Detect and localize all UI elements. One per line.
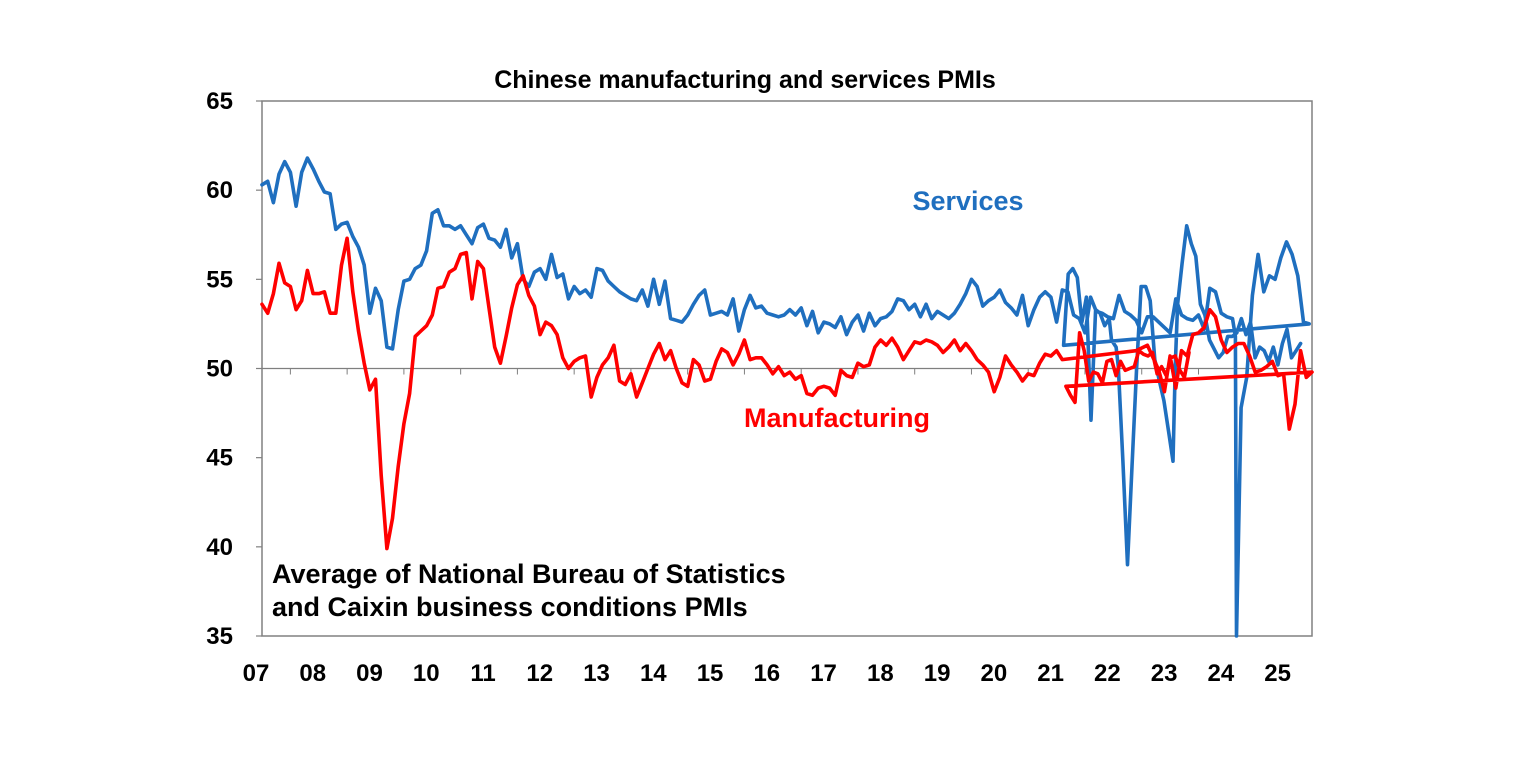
y-tick-label: 55 bbox=[206, 266, 233, 293]
chart-annotation-line-1: Average of National Bureau of Statistics bbox=[272, 559, 786, 589]
x-tick-label: 09 bbox=[356, 660, 383, 687]
series-group bbox=[260, 156, 1314, 638]
y-tick-label: 45 bbox=[206, 445, 233, 472]
y-tick-label: 50 bbox=[206, 356, 233, 383]
x-tick-label: 16 bbox=[753, 660, 780, 687]
chart-annotation-line-2: and Caixin business conditions PMIs bbox=[272, 592, 748, 622]
series-label-services: Services bbox=[912, 186, 1023, 216]
x-tick-label: 21 bbox=[1037, 660, 1064, 687]
series-line-manufacturing bbox=[260, 236, 1314, 551]
x-tick-label: 12 bbox=[526, 660, 553, 687]
x-tick-label: 14 bbox=[640, 660, 667, 687]
x-tick-label: 07 bbox=[243, 660, 270, 687]
x-tick-label: 25 bbox=[1264, 660, 1291, 687]
x-axis: 07 08 09 10 11 12 13 14 15 16 17 18 19 20 21 22 23 24 25 bbox=[243, 660, 1291, 687]
y-tick-label: 40 bbox=[206, 534, 233, 561]
y-tick-label: 35 bbox=[206, 623, 233, 650]
x-tick-label: 15 bbox=[697, 660, 724, 687]
x-tick-label: 19 bbox=[924, 660, 951, 687]
x-tick-label: 10 bbox=[413, 660, 440, 687]
x-tick-label: 23 bbox=[1151, 660, 1178, 687]
x-tick-label: 20 bbox=[980, 660, 1007, 687]
x-tick-label: 08 bbox=[299, 660, 326, 687]
x-tick-label: 18 bbox=[867, 660, 894, 687]
x-tick-label: 22 bbox=[1094, 660, 1121, 687]
y-tick-label: 60 bbox=[206, 177, 233, 204]
x-tick-label: 17 bbox=[810, 660, 837, 687]
x-tick-label: 11 bbox=[470, 660, 495, 687]
y-axis: 35 40 45 50 55 60 65 bbox=[206, 88, 262, 650]
x-tick-label: 13 bbox=[583, 660, 610, 687]
series-label-manufacturing: Manufacturing bbox=[744, 403, 930, 433]
x-tick-label: 24 bbox=[1208, 660, 1235, 687]
y-tick-label: 65 bbox=[206, 88, 233, 115]
chart-title: Chinese manufacturing and services PMIs bbox=[494, 66, 996, 94]
series-line-services bbox=[260, 156, 1311, 638]
